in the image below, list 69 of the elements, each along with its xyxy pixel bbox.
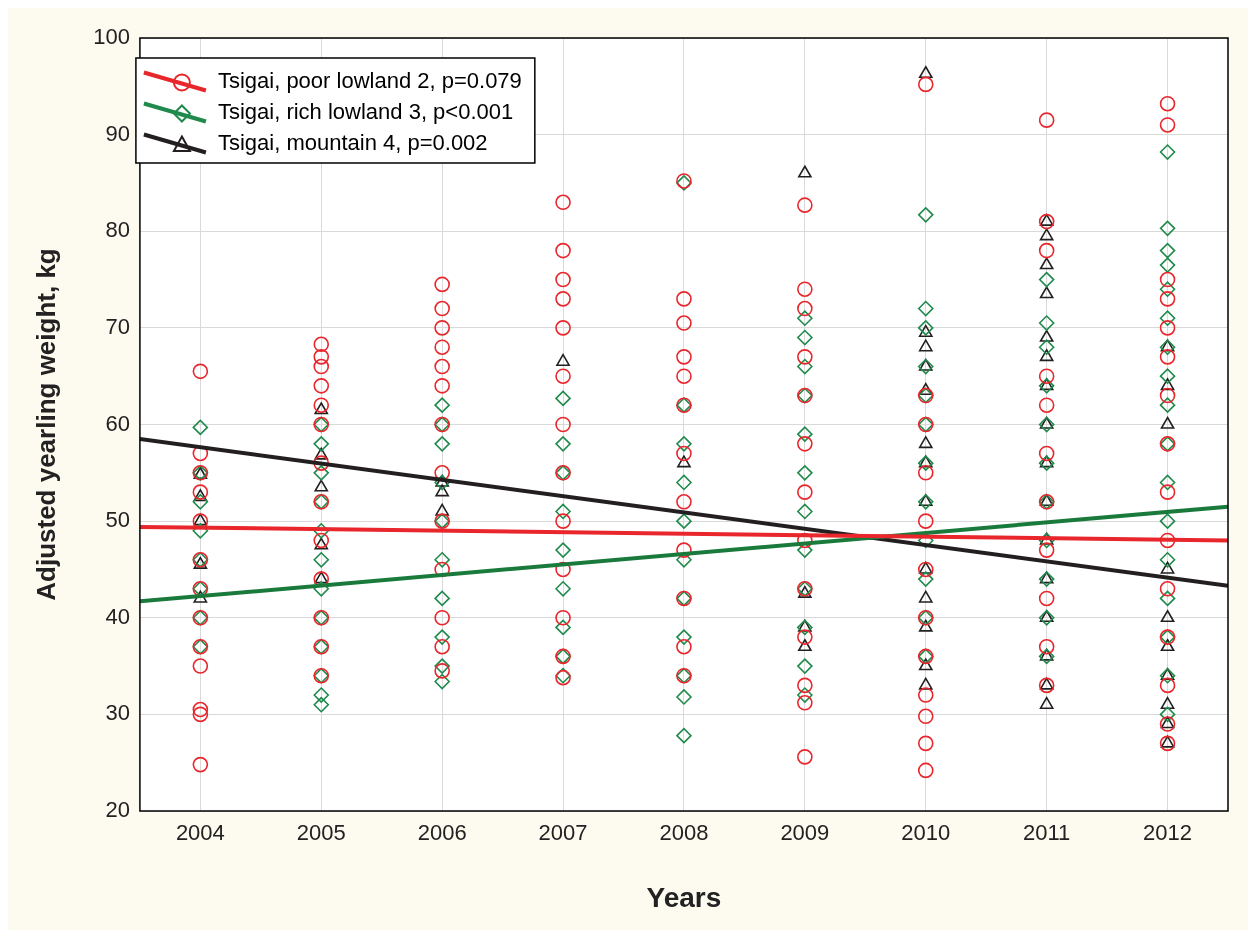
point: [797, 619, 812, 632]
point: [1039, 571, 1054, 584]
point: [677, 455, 691, 468]
x-tick-label: 2005: [296, 820, 346, 846]
point: [435, 474, 450, 487]
point: [1039, 257, 1054, 270]
point: [314, 479, 329, 492]
point: [918, 436, 933, 449]
point: [1160, 609, 1175, 623]
y-tick-label: 100: [93, 24, 130, 50]
y-axis-title: Adjusted yearling weight, kg: [30, 248, 61, 601]
y-tick-label: 50: [105, 507, 130, 533]
point: [918, 561, 933, 574]
y-tick-label: 90: [105, 120, 130, 146]
x-tick-label: 2009: [780, 820, 830, 846]
point: [193, 556, 208, 569]
point: [1160, 561, 1175, 574]
point: [1160, 696, 1175, 710]
point: [1160, 638, 1175, 652]
point: [918, 324, 933, 338]
x-tick-label: 2012: [1143, 820, 1193, 846]
y-tick-label: 20: [105, 797, 130, 823]
point: [1160, 735, 1175, 748]
point: [918, 677, 933, 690]
point: [193, 590, 208, 603]
legend-label: Tsigai, rich lowland 3, p<0.001: [217, 98, 514, 124]
point: [797, 585, 812, 598]
y-tick-label: 70: [105, 313, 130, 339]
point: [1039, 648, 1054, 661]
point: [314, 447, 329, 460]
point: [918, 65, 933, 79]
point: [918, 658, 933, 671]
point: [918, 590, 933, 603]
point: [314, 402, 329, 415]
point: [556, 353, 570, 366]
point: [1039, 677, 1054, 690]
point: [435, 484, 450, 497]
legend-label: Tsigai, mountain 4, p=0.002: [217, 129, 488, 155]
y-tick-label: 80: [105, 217, 130, 243]
point: [918, 358, 933, 371]
point: [918, 382, 933, 395]
point: [797, 165, 812, 178]
point: [1160, 378, 1175, 391]
point: [918, 619, 933, 632]
x-axis-title: Years: [646, 881, 722, 913]
y-tick-label: 40: [105, 603, 130, 629]
point: [918, 339, 933, 352]
y-tick-label: 60: [105, 410, 130, 436]
point: [1039, 213, 1054, 226]
point: [1039, 329, 1054, 342]
point: [1039, 286, 1054, 299]
point: [1039, 455, 1054, 468]
x-tick-label: 2006: [417, 820, 467, 846]
x-tick-label: 2010: [901, 820, 951, 846]
point: [193, 489, 208, 502]
point: [1160, 339, 1175, 352]
point: [1039, 416, 1054, 429]
point: [1039, 696, 1054, 710]
legend-label: Tsigai, poor lowland 2, p=0.079: [217, 67, 522, 93]
x-tick-label: 2011: [1022, 820, 1071, 846]
x-tick-label: 2008: [659, 820, 709, 846]
x-tick-label: 2007: [538, 820, 588, 846]
point: [797, 638, 812, 652]
x-tick-label: 2004: [175, 820, 225, 846]
point: [1039, 228, 1054, 241]
point: [314, 537, 329, 550]
point: [1160, 416, 1175, 429]
y-tick-label: 30: [105, 700, 130, 726]
point: [1039, 349, 1054, 362]
